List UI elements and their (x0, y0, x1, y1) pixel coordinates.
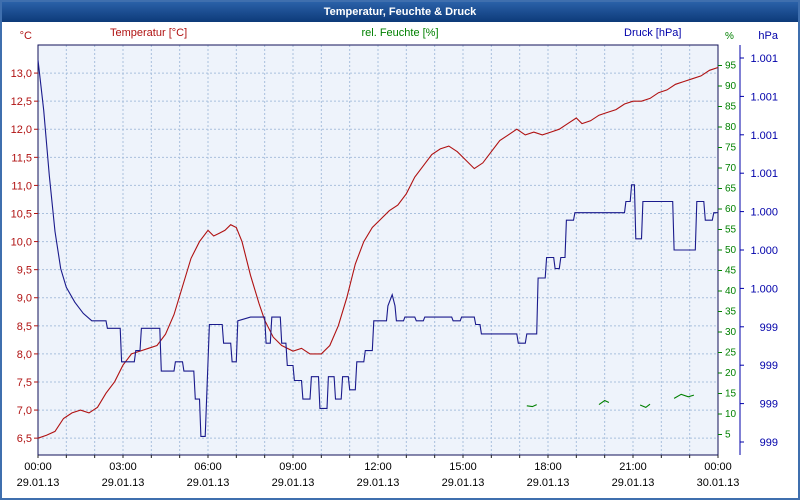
temp-tick-label: 9,0 (17, 293, 32, 305)
humidity-tick-label: 45 (725, 266, 737, 277)
series-feuchte (673, 393, 695, 399)
series-druck (37, 59, 718, 437)
humidity-tick-label: 75 (725, 143, 737, 154)
temp-tick-label: 11,5 (11, 152, 32, 164)
series-feuchte (526, 404, 537, 408)
pressure-tick-label: 999 (760, 399, 778, 411)
weather-chart: 13,0 12,5 12,0 11,5 11,0 10,5 10,0 9,5 9,0 8,5 8,0… (11, 30, 779, 489)
humidity-tick-label: 40 (725, 286, 737, 297)
legend-pressure: Druck [hPa] (624, 27, 682, 39)
series-feuchte (639, 403, 651, 409)
time-label: 06:00 (194, 461, 222, 473)
date-label: 29.01.13 (272, 477, 315, 489)
humidity-tick-label: 5 (725, 430, 731, 441)
time-label: 03:00 (109, 461, 137, 473)
humidity-tick-label: 25 (725, 348, 737, 359)
date-label: 29.01.13 (102, 477, 145, 489)
pressure-tick-label: 1.001 (750, 91, 778, 103)
humidity-tick-label: 80 (725, 122, 737, 133)
humidity-tick-label: 65 (725, 184, 737, 195)
date-label: 29.01.13 (187, 477, 230, 489)
temp-tick-label: 7,5 (17, 377, 32, 389)
temp-tick-label: 10,0 (11, 237, 32, 249)
temp-tick-label: 8,5 (17, 321, 32, 333)
series-feuchte (598, 399, 610, 406)
date-label: 29.01.13 (527, 477, 570, 489)
humidity-tick-label: 15 (725, 389, 737, 400)
temp-tick-label: 10,5 (11, 208, 32, 220)
pressure-tick-label: 1.000 (750, 283, 778, 295)
pressure-tick-label: 1.001 (750, 53, 778, 65)
series-temperatur (37, 66, 719, 439)
temp-tick-label: 8,0 (17, 349, 32, 361)
humidity-tick-label: 35 (725, 307, 737, 318)
temp-tick-label: 12,5 (11, 96, 32, 108)
legend-temperature: Temperatur [°C] (110, 27, 188, 39)
humidity-tick-label: 55 (725, 225, 737, 236)
date-label: 29.01.13 (612, 477, 655, 489)
temp-tick-label: 6,5 (17, 433, 32, 445)
time-label: 12:00 (364, 461, 392, 473)
pressure-unit-label: hPa (758, 30, 778, 42)
temp-unit-label: °C (20, 30, 32, 42)
pressure-tick-label: 1.000 (750, 207, 778, 219)
date-label: 30.01.13 (697, 477, 740, 489)
pressure-tick-label: 1.001 (750, 168, 778, 180)
chart-panel: Temperatur [°C] rel. Feuchte [%] Druck [… (2, 22, 798, 498)
date-label: 29.01.13 (357, 477, 400, 489)
pressure-tick-label: 999 (760, 437, 778, 449)
humidity-tick-label: 95 (725, 61, 737, 72)
humidity-tick-label: 90 (725, 81, 737, 92)
humidity-tick-label: 50 (725, 245, 737, 256)
time-label: 09:00 (279, 461, 307, 473)
time-label: 00:00 (24, 461, 52, 473)
temp-tick-label: 13,0 (11, 68, 32, 80)
legend-humidity: rel. Feuchte [%] (361, 27, 439, 39)
pressure-tick-label: 1.000 (750, 245, 778, 257)
time-label: 21:00 (619, 461, 647, 473)
humidity-tick-label: 85 (725, 102, 737, 113)
time-label: 15:00 (449, 461, 477, 473)
humidity-tick-label: 70 (725, 163, 737, 174)
time-label: 18:00 (534, 461, 562, 473)
date-label: 29.01.13 (442, 477, 485, 489)
humidity-unit-label: % (725, 31, 734, 42)
date-label: 29.01.13 (17, 477, 60, 489)
temp-tick-label: 7,0 (17, 405, 32, 417)
pressure-tick-label: 999 (760, 322, 778, 334)
humidity-tick-label: 20 (725, 368, 737, 379)
pressure-tick-label: 999 (760, 360, 778, 372)
window-title: Temperatur, Feuchte & Druck (323, 6, 477, 18)
time-label: 00:00 (704, 461, 732, 473)
temp-tick-label: 11,0 (11, 180, 32, 192)
temp-tick-label: 9,5 (17, 265, 32, 277)
pressure-tick-label: 1.001 (750, 130, 778, 142)
temp-tick-label: 12,0 (11, 124, 32, 136)
title-bar[interactable]: Temperatur, Feuchte & Druck (2, 2, 798, 22)
humidity-tick-label: 30 (725, 327, 737, 338)
humidity-tick-label: 60 (725, 204, 737, 215)
humidity-tick-label: 10 (725, 409, 737, 420)
